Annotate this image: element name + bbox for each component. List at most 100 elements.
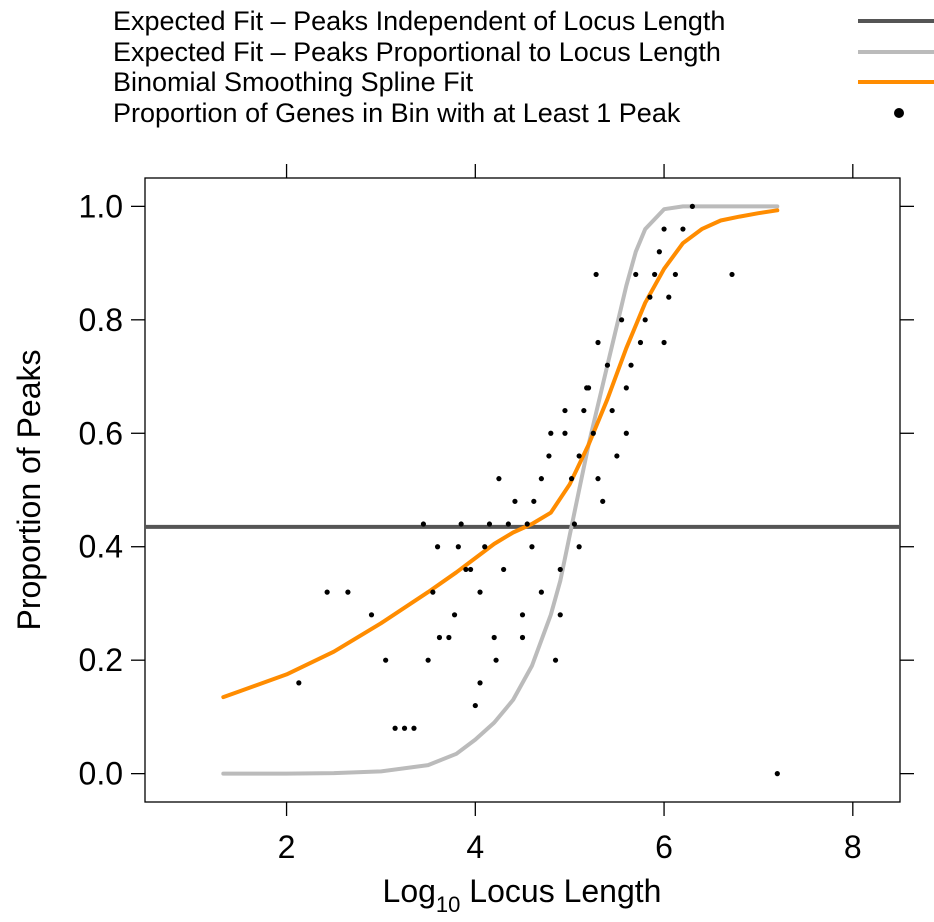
data-point: [774, 771, 780, 777]
data-point: [512, 498, 518, 504]
y-axis-title: Proportion of Peaks: [11, 349, 47, 630]
legend-label: Binomial Smoothing Spline Fit: [113, 67, 474, 97]
data-point: [430, 589, 436, 595]
y-tick-label: 0.0: [79, 756, 123, 792]
data-point: [472, 702, 478, 709]
data-point: [458, 521, 464, 527]
data-point: [383, 657, 389, 663]
data-point: [590, 430, 596, 436]
data-point: [689, 203, 695, 209]
data-point: [661, 339, 667, 346]
data-point: [420, 521, 427, 527]
x-axis-title-rest: Locus Length: [460, 873, 661, 909]
x-tick-label: 4: [466, 829, 484, 865]
data-point: [451, 612, 458, 618]
axis-ticks: 2 4 6 8 0.0 0.2 0.4 0.6 0.8 1.0: [79, 164, 914, 865]
x-tick-label: 2: [278, 829, 296, 865]
x-tick-label: 8: [844, 829, 862, 865]
data-point: [446, 634, 452, 641]
data-point: [628, 362, 634, 368]
legend-label: Proportion of Genes in Bin with at Least…: [113, 98, 681, 128]
data-point: [496, 476, 502, 482]
data-point: [411, 725, 417, 731]
data-point: [584, 385, 590, 391]
data-point: [656, 249, 662, 255]
data-point: [529, 544, 535, 550]
legend-label: Expected Fit – Peaks Proportional to Loc…: [113, 37, 721, 67]
data-point: [519, 634, 526, 641]
data-point: [546, 453, 552, 459]
data-point: [604, 362, 611, 368]
data-point: [557, 612, 563, 618]
data-point: [652, 271, 658, 278]
data-point: [467, 566, 474, 573]
data-point: [666, 294, 672, 300]
data-point: [493, 657, 499, 663]
data-point: [345, 589, 351, 595]
data-point: [600, 498, 606, 504]
legend-point-swatch: [894, 108, 904, 118]
series-spline-line: [221, 208, 780, 700]
data-point: [680, 226, 686, 232]
data-point: [531, 498, 537, 504]
data-point: [571, 521, 578, 527]
x-axis-title-main: Log: [383, 873, 436, 909]
data-point: [436, 634, 443, 641]
legend-label: Expected Fit – Peaks Independent of Locu…: [113, 6, 725, 36]
y-tick-label: 1.0: [79, 188, 123, 224]
y-tick-label: 0.8: [79, 302, 123, 338]
data-point: [642, 317, 648, 323]
data-point: [501, 566, 507, 573]
data-point: [548, 430, 554, 436]
data-point: [552, 657, 559, 663]
data-point: [562, 407, 568, 414]
data-point: [538, 476, 544, 482]
data-point: [392, 725, 398, 731]
data-point: [401, 725, 408, 731]
data-point: [482, 544, 488, 550]
data-point: [425, 657, 431, 663]
data-point: [661, 226, 667, 232]
data-point: [557, 566, 563, 573]
data-point: [614, 453, 620, 459]
data-point: [609, 407, 615, 414]
data-point: [505, 521, 511, 527]
data-point: [491, 634, 497, 641]
data-point: [576, 544, 582, 550]
x-axis-title-sub: 10: [436, 892, 460, 917]
legend: Expected Fit – Peaks Independent of Locu…: [113, 6, 934, 128]
y-tick-label: 0.4: [79, 529, 123, 565]
data-point: [324, 589, 330, 595]
data-point: [633, 271, 639, 278]
x-tick-label: 6: [655, 829, 673, 865]
data-point: [581, 407, 587, 414]
plot-area: [145, 203, 900, 777]
data-point: [623, 385, 629, 391]
y-tick-label: 0.6: [79, 415, 123, 451]
data-point: [455, 544, 461, 550]
data-point: [562, 430, 568, 436]
data-point: [618, 317, 625, 323]
data-point: [296, 680, 302, 686]
data-point: [729, 271, 735, 278]
data-point: [623, 430, 629, 436]
data-point: [595, 339, 601, 346]
data-point: [463, 566, 469, 573]
data-point: [593, 271, 599, 278]
data-point: [568, 476, 575, 482]
data-point: [486, 521, 493, 527]
data-point: [477, 589, 483, 595]
data-point: [595, 476, 601, 482]
x-axis-title: Log10 Locus Length: [383, 873, 662, 917]
data-point: [672, 271, 678, 278]
data-point: [538, 589, 544, 595]
data-point: [647, 294, 653, 300]
data-point: [576, 453, 582, 459]
data-point: [637, 339, 644, 346]
data-point: [368, 612, 375, 618]
data-point: [524, 521, 530, 527]
series-proportional-line: [221, 204, 780, 776]
y-tick-label: 0.2: [79, 642, 123, 678]
data-point: [477, 680, 483, 686]
